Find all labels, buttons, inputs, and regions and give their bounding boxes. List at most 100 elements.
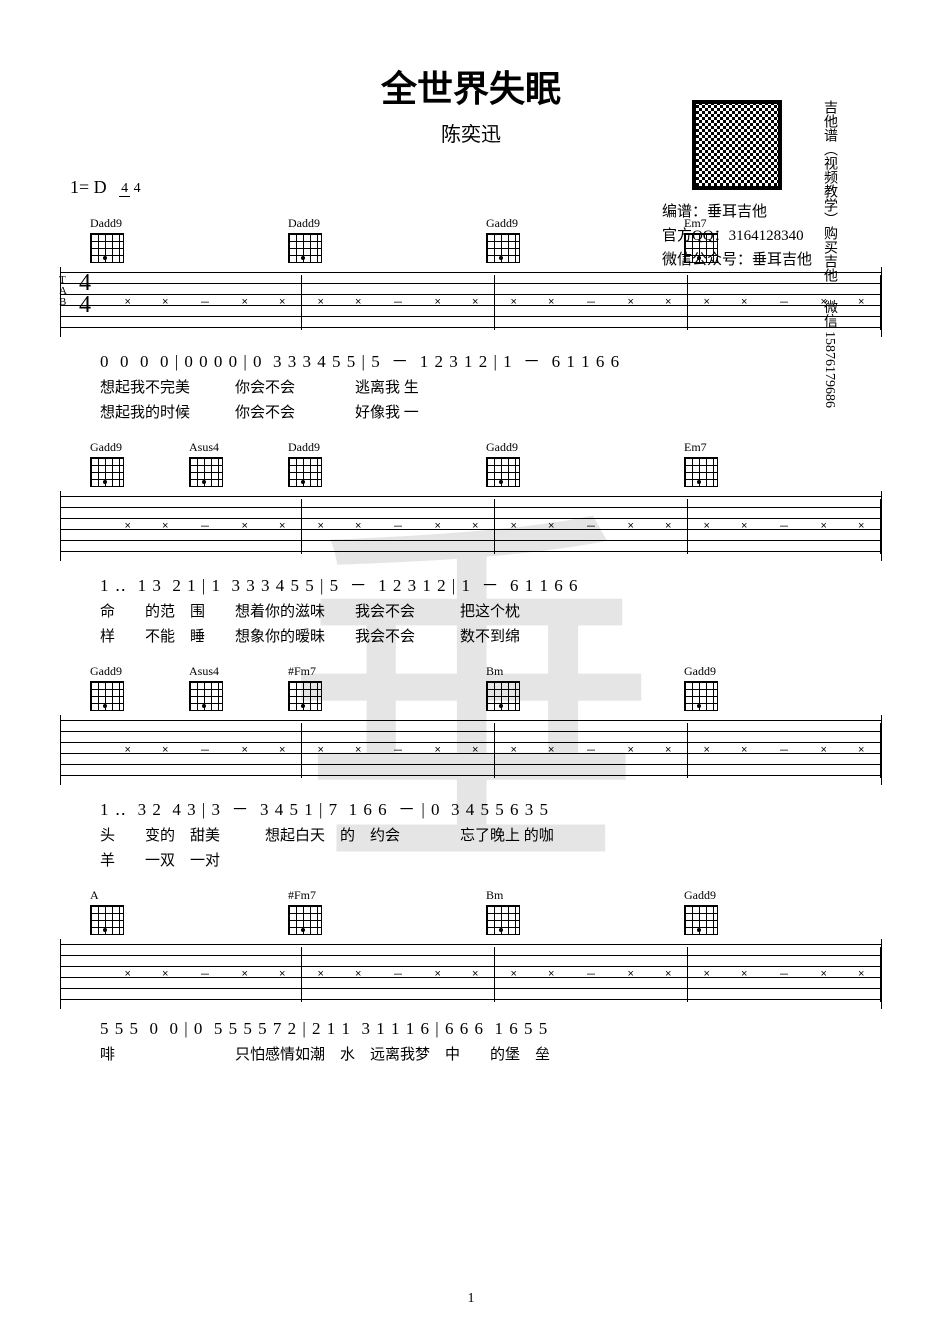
chord-diagram bbox=[288, 681, 322, 711]
measure: ××－×× bbox=[688, 947, 881, 1002]
chord-name: A bbox=[90, 888, 189, 903]
chord-name: Gadd9 bbox=[486, 440, 585, 455]
chord-box bbox=[585, 888, 684, 935]
chord-diagram bbox=[90, 681, 124, 711]
system-1: Gadd9Asus4Dadd9Gadd9Em7××－××××－××××－××××… bbox=[60, 440, 882, 646]
chord-box: Em7 bbox=[684, 440, 783, 487]
tab-staff: ××－××××－××××－××××－×× bbox=[60, 939, 882, 1009]
chord-name: Bm bbox=[486, 664, 585, 679]
chord-name: Gadd9 bbox=[486, 216, 585, 231]
chord-box: Bm bbox=[486, 888, 585, 935]
numbered-notation: 0 0 0 0 | 0 0 0 0 | 0 3 3 3 4 5 5 | 5 － … bbox=[60, 347, 882, 372]
chord-box bbox=[783, 440, 882, 487]
chord-name: Bm bbox=[486, 888, 585, 903]
chord-name: Em7 bbox=[684, 440, 783, 455]
chord-box bbox=[387, 440, 486, 487]
chord-box bbox=[387, 664, 486, 711]
chord-box bbox=[783, 888, 882, 935]
measure: ××－×× bbox=[495, 723, 688, 778]
chord-name: Gadd9 bbox=[90, 664, 189, 679]
measure: ××－×× bbox=[495, 499, 688, 554]
chord-box bbox=[585, 440, 684, 487]
chord-name: Gadd9 bbox=[90, 440, 189, 455]
lyrics-line-1: 命 的范 围 想着你的滋味 我会不会 把这个枕 bbox=[60, 600, 882, 621]
measure: ××－×× bbox=[302, 499, 495, 554]
measure: ××－×× bbox=[495, 947, 688, 1002]
chord-diagram bbox=[189, 457, 223, 487]
page-number: 1 bbox=[468, 1291, 475, 1307]
chord-diagram bbox=[486, 905, 520, 935]
numbered-notation: 1 ‥ 1 3 2 1 | 1 3 3 3 4 5 5 | 5 － 1 2 3 … bbox=[60, 571, 882, 596]
chord-row: A #Fm7 Bm Gadd9 bbox=[60, 888, 882, 935]
chord-name: Asus4 bbox=[189, 440, 288, 455]
chord-box: Gadd9 bbox=[486, 440, 585, 487]
chord-box bbox=[189, 216, 288, 263]
chord-box: #Fm7 bbox=[288, 664, 387, 711]
chord-box: Gadd9 bbox=[684, 888, 783, 935]
chord-diagram bbox=[288, 233, 322, 263]
numbered-notation: 5 5 5 0 0 | 0 5 5 5 5 7 2 | 2 1 1 3 1 1 … bbox=[60, 1019, 882, 1039]
chord-box: Dadd9 bbox=[288, 216, 387, 263]
chord-box: Asus4 bbox=[189, 664, 288, 711]
chord-box bbox=[585, 664, 684, 711]
chord-diagram bbox=[684, 233, 718, 263]
chord-name: Dadd9 bbox=[90, 216, 189, 231]
lyrics-line-1: 啡 只怕感情如潮 水 远离我梦 中 的堡 垒 bbox=[60, 1043, 882, 1064]
qr-code bbox=[692, 100, 782, 190]
time-signature: 44 bbox=[79, 273, 91, 316]
chord-name: Asus4 bbox=[189, 664, 288, 679]
chord-box: Bm bbox=[486, 664, 585, 711]
lyrics-line-2: 羊 一双 一对 bbox=[60, 849, 882, 870]
measure: ××－×× bbox=[495, 275, 688, 330]
lyrics-line-2: 样 不能 睡 想象你的暧昧 我会不会 数不到绵 bbox=[60, 625, 882, 646]
lyrics-line-1: 想起我不完美 你会不会 逃离我 生 bbox=[60, 376, 882, 397]
chord-box: Dadd9 bbox=[90, 216, 189, 263]
measure: ××－×× bbox=[109, 499, 302, 554]
chord-row: Gadd9Asus4Dadd9Gadd9Em7 bbox=[60, 440, 882, 487]
chord-diagram bbox=[90, 905, 124, 935]
chord-box: #Fm7 bbox=[288, 888, 387, 935]
chord-box: Gadd9 bbox=[486, 216, 585, 263]
chord-box: Asus4 bbox=[189, 440, 288, 487]
measure: ××－×× bbox=[688, 499, 881, 554]
chord-box: Gadd9 bbox=[90, 440, 189, 487]
system-3: A#Fm7BmGadd9××－××××－××××－××××－××5 5 5 0 … bbox=[60, 888, 882, 1064]
measure: ××－×× bbox=[302, 723, 495, 778]
chord-diagram bbox=[684, 457, 718, 487]
chord-diagram bbox=[486, 233, 520, 263]
lyrics-line-2: 想起我的时候 你会不会 好像我 一 bbox=[60, 401, 882, 422]
chord-box bbox=[783, 664, 882, 711]
chord-diagram bbox=[684, 681, 718, 711]
chord-name: Gadd9 bbox=[684, 888, 783, 903]
chord-name: #Fm7 bbox=[288, 664, 387, 679]
chord-diagram bbox=[90, 457, 124, 487]
measure: ××－×× bbox=[109, 723, 302, 778]
chord-diagram bbox=[90, 233, 124, 263]
lyrics-line-1: 头 变的 甜美 想起白天 的 约会 忘了晚上 的咖 bbox=[60, 824, 882, 845]
numbered-notation: 1 ‥ 3 2 4 3 | 3 － 3 4 5 1 | 7 1 6 6 － | … bbox=[60, 795, 882, 820]
chord-diagram bbox=[288, 905, 322, 935]
system-2: Gadd9Asus4#Fm7BmGadd9××－××××－××××－××××－×… bbox=[60, 664, 882, 870]
chord-diagram bbox=[288, 457, 322, 487]
chord-name: Dadd9 bbox=[288, 216, 387, 231]
measure: ××－×× bbox=[109, 275, 302, 330]
measure: ××－×× bbox=[109, 947, 302, 1002]
measure: ××－×× bbox=[302, 947, 495, 1002]
tab-label: TAB bbox=[59, 275, 67, 308]
chord-diagram bbox=[486, 457, 520, 487]
chord-name: Gadd9 bbox=[684, 664, 783, 679]
tab-staff: ××－××××－××××－××××－×× bbox=[60, 491, 882, 561]
tab-staff: ××－××××－××××－××××－×× bbox=[60, 715, 882, 785]
chord-box bbox=[189, 888, 288, 935]
chord-box: Gadd9 bbox=[90, 664, 189, 711]
chord-diagram bbox=[189, 681, 223, 711]
chord-diagram bbox=[684, 905, 718, 935]
measure: ××－×× bbox=[688, 275, 881, 330]
measure: ××－×× bbox=[302, 275, 495, 330]
chord-diagram bbox=[486, 681, 520, 711]
chord-box: A bbox=[90, 888, 189, 935]
side-text: 吉他谱（视频教学）购买吉他 微信 15876179686 bbox=[817, 100, 842, 408]
chord-box: Gadd9 bbox=[684, 664, 783, 711]
chord-box bbox=[387, 888, 486, 935]
measure: ××－×× bbox=[688, 723, 881, 778]
